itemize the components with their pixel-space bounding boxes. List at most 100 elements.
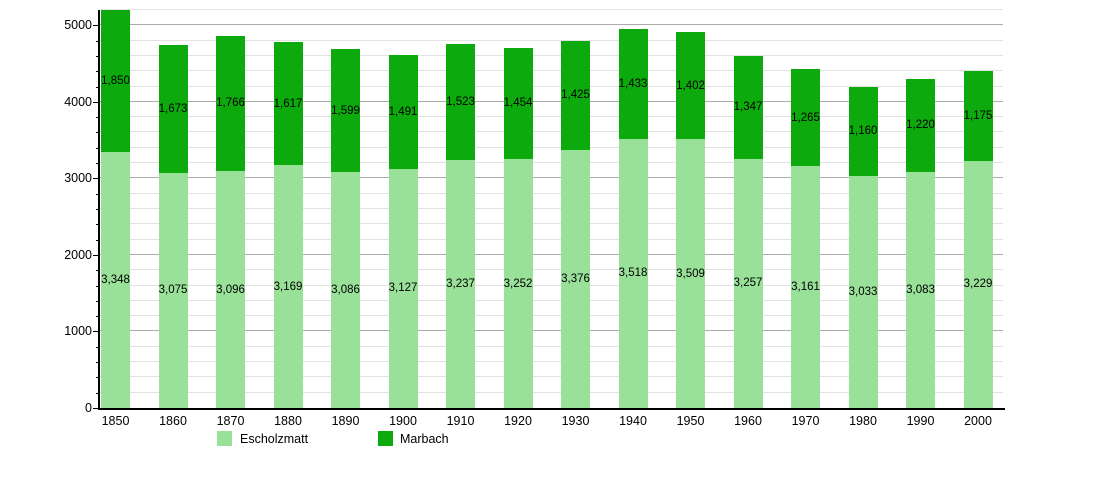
bar-segment-marbach-1890 — [331, 49, 360, 172]
minor-gridline — [100, 315, 1003, 317]
bar-value-label-marbach-1970: 1,265 — [791, 111, 820, 124]
bar-segment-marbach-1860 — [158, 44, 188, 173]
bar-segment-escholzmatt-1990 — [906, 172, 935, 408]
bar-segment-escholzmatt-1960 — [733, 158, 763, 408]
bar-value-label-marbach-2000: 1,175 — [963, 109, 993, 122]
bar-segment-marbach-1920 — [503, 47, 533, 160]
y-axis-major-tick — [93, 101, 100, 103]
bar-value-label-marbach-1920: 1,454 — [503, 97, 533, 110]
bar-segment-escholzmatt-1910 — [446, 160, 475, 408]
bar-value-label-escholzmatt-1970: 3,161 — [791, 281, 820, 294]
y-axis-major-tick — [93, 178, 100, 180]
x-axis-tick-label-1870: 1870 — [216, 414, 245, 428]
bar-segment-escholzmatt-1860 — [158, 172, 188, 408]
x-axis-tick-label-1960: 1960 — [734, 414, 762, 428]
x-axis-tick-label-1950: 1950 — [676, 414, 705, 428]
plot-area: 3,348 1,850 1850 3,075 1,673 1860 3,096 1,766 18… — [64, 9, 1005, 428]
bar-value-label-escholzmatt-1910: 3,237 — [446, 278, 475, 291]
bar-value-label-escholzmatt-1880: 3,169 — [273, 280, 303, 293]
y-axis-tick-label-3000: 3000 — [64, 171, 92, 186]
minor-gridline — [100, 162, 1003, 164]
x-axis-tick-label-2000: 2000 — [964, 414, 992, 428]
y-axis-major-tick — [93, 25, 100, 27]
minor-gridline — [100, 146, 1003, 148]
y-axis-major-tick — [93, 254, 100, 256]
bar-segment-marbach-1850 — [101, 10, 130, 152]
bar-value-label-escholzmatt-1940: 3,518 — [618, 267, 648, 280]
bar-segment-marbach-1960 — [733, 55, 763, 159]
x-axis-tick-label-1930: 1930 — [561, 414, 590, 428]
minor-gridline — [100, 208, 1003, 209]
bar-segment-escholzmatt-1880 — [273, 165, 303, 408]
major-gridline — [100, 24, 1003, 26]
minor-gridline — [100, 299, 1003, 301]
major-gridline — [100, 100, 1003, 102]
minor-gridline — [100, 192, 1003, 194]
bar-segment-marbach-1940 — [618, 29, 648, 139]
minor-gridline — [100, 131, 1003, 133]
bar-segment-marbach-1970 — [791, 69, 820, 167]
bar-segment-marbach-1880 — [273, 41, 303, 166]
bar-value-label-escholzmatt-2000: 3,229 — [963, 278, 993, 291]
minor-gridline — [100, 345, 1003, 347]
bar-value-label-marbach-1930: 1,425 — [561, 89, 590, 102]
legend-swatch-marbach — [378, 431, 393, 446]
bar-segment-marbach-1990 — [906, 78, 935, 173]
bar-value-label-escholzmatt-1990: 3,083 — [906, 284, 935, 297]
bar-value-label-marbach-1880: 1,617 — [273, 97, 303, 110]
legend-label-marbach: Marbach — [400, 432, 449, 446]
x-axis-tick-label-1980: 1980 — [849, 414, 877, 428]
x-axis-tick-label-1990: 1990 — [906, 414, 935, 428]
bar-value-label-escholzmatt-1900: 3,127 — [388, 282, 418, 295]
minor-gridline — [100, 238, 1003, 240]
bar-value-label-escholzmatt-1980: 3,033 — [848, 285, 878, 298]
bar-segment-escholzmatt-1870 — [216, 171, 245, 408]
minor-gridline — [100, 70, 1003, 72]
bar-value-label-marbach-1850: 1,850 — [101, 74, 130, 87]
y-axis-tick-label-0: 0 — [85, 401, 92, 415]
x-axis-tick-label-1860: 1860 — [159, 414, 187, 428]
bar-segment-marbach-2000 — [963, 70, 993, 161]
bar-segment-marbach-1900 — [388, 54, 418, 169]
minor-gridline — [100, 391, 1003, 393]
x-axis-tick-label-1850: 1850 — [101, 414, 130, 428]
bar-value-label-marbach-1940: 1,433 — [618, 77, 648, 90]
bar-value-label-marbach-1860: 1,673 — [158, 102, 188, 115]
major-gridline — [100, 177, 1003, 179]
x-axis-tick-label-1890: 1890 — [331, 414, 360, 428]
minor-gridline — [100, 361, 1003, 363]
bar-value-label-marbach-1950: 1,402 — [676, 79, 705, 92]
bar-value-label-marbach-1910: 1,523 — [446, 95, 475, 108]
minor-gridline — [100, 54, 1003, 56]
bar-segment-marbach-1930 — [561, 40, 590, 150]
bar-segment-marbach-1950 — [676, 32, 705, 140]
bar-value-label-escholzmatt-1890: 3,086 — [331, 283, 360, 296]
bar-segment-escholzmatt-2000 — [963, 160, 993, 408]
x-axis-tick-label-1920: 1920 — [504, 414, 532, 428]
bar-value-label-escholzmatt-1920: 3,252 — [503, 277, 533, 290]
bar-value-label-escholzmatt-1950: 3,509 — [676, 267, 705, 280]
x-axis-line — [98, 408, 1005, 410]
bar-value-label-marbach-1990: 1,220 — [906, 119, 935, 132]
minor-gridline — [100, 223, 1003, 225]
legend-label-escholzmatt: Escholzmatt — [240, 432, 309, 446]
bar-segment-escholzmatt-1850 — [101, 151, 130, 408]
minor-gridline — [100, 116, 1003, 118]
bar-value-label-escholzmatt-1860: 3,075 — [158, 284, 188, 297]
y-axis-tick-label-4000: 4000 — [64, 94, 92, 109]
minor-gridline — [100, 269, 1003, 271]
bar-segment-escholzmatt-1900 — [388, 168, 418, 408]
bar-segment-escholzmatt-1890 — [331, 171, 360, 408]
x-axis-tick-label-1900: 1900 — [389, 414, 417, 428]
bar-value-label-escholzmatt-1930: 3,376 — [561, 272, 590, 285]
bar-segment-marbach-1870 — [216, 35, 245, 172]
bar-segment-escholzmatt-1940 — [618, 138, 648, 408]
bar-value-label-marbach-1900: 1,491 — [388, 105, 418, 118]
bar-segment-marbach-1910 — [446, 43, 475, 161]
x-axis-tick-label-1880: 1880 — [274, 414, 302, 428]
minor-gridline — [100, 9, 1003, 10]
legend-swatch-escholzmatt — [217, 431, 232, 446]
y-axis-major-tick — [93, 408, 100, 409]
major-gridline — [100, 330, 1003, 332]
y-axis-line — [98, 10, 100, 410]
